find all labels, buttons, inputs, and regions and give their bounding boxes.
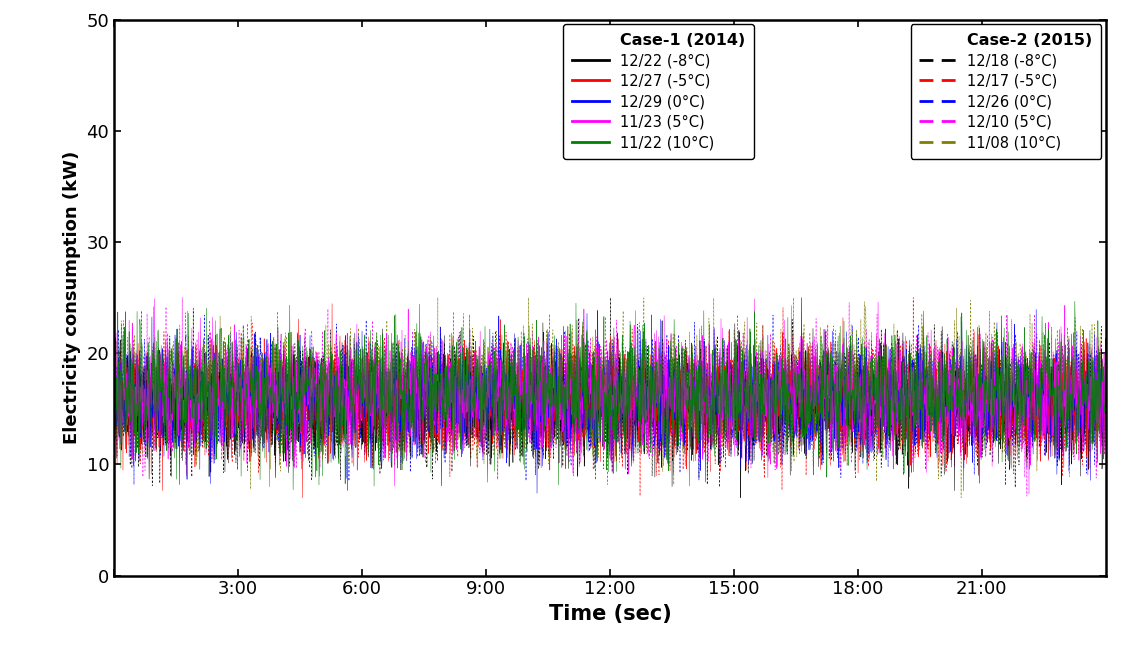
- Y-axis label: Electricity consumption (kW): Electricity consumption (kW): [63, 151, 81, 444]
- X-axis label: Time (sec): Time (sec): [548, 604, 671, 624]
- Legend: Case-2 (2015), 12/18 (-8°C), 12/17 (-5°C), 12/26 (0°C), 12/10 (5°C), 11/08 (10°C: Case-2 (2015), 12/18 (-8°C), 12/17 (-5°C…: [911, 24, 1101, 159]
